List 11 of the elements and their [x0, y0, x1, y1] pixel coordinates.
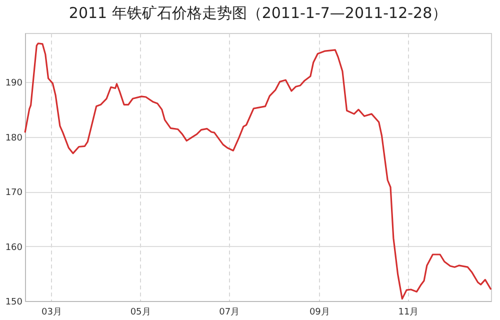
y-tick-label: 150: [5, 298, 23, 308]
x-tick-label: 03月: [41, 308, 62, 318]
x-tick-label: 09月: [309, 308, 330, 318]
y-tick-label: 190: [5, 78, 23, 89]
x-tick-label: 07月: [219, 308, 240, 318]
chart-title: 2011 年铁矿石价格走势图（2011-1-7—2011-12-28）: [68, 4, 448, 22]
y-tick-label: 170: [5, 188, 23, 198]
y-tick-label: 160: [5, 242, 23, 253]
x-tick-label: 05月: [130, 308, 151, 318]
x-tick-label: 11月: [398, 308, 419, 318]
y-tick-label: 180: [5, 133, 23, 144]
